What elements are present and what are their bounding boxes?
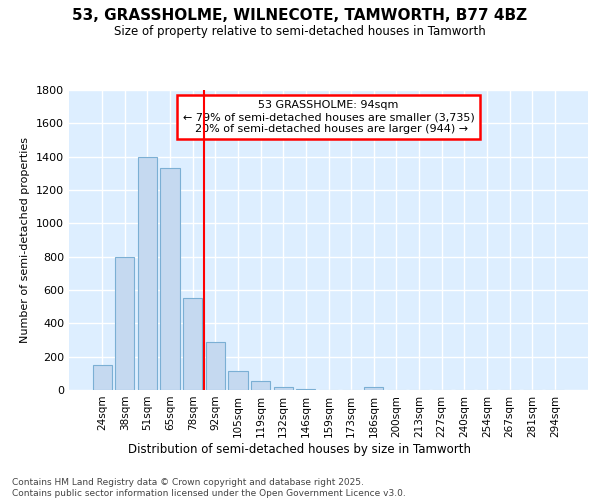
Y-axis label: Number of semi-detached properties: Number of semi-detached properties xyxy=(20,137,31,343)
Text: Size of property relative to semi-detached houses in Tamworth: Size of property relative to semi-detach… xyxy=(114,25,486,38)
Bar xyxy=(138,156,157,390)
Bar xyxy=(274,386,293,390)
Text: 53, GRASSHOLME, WILNECOTE, TAMWORTH, B77 4BZ: 53, GRASSHOLME, WILNECOTE, TAMWORTH, B77… xyxy=(73,8,527,22)
Text: Distribution of semi-detached houses by size in Tamworth: Distribution of semi-detached houses by … xyxy=(128,442,472,456)
Bar xyxy=(206,342,225,390)
Bar xyxy=(296,389,316,390)
Bar xyxy=(364,386,383,390)
Bar xyxy=(92,365,112,390)
Bar xyxy=(251,381,270,390)
Bar xyxy=(115,256,134,390)
Bar xyxy=(160,168,180,390)
Bar xyxy=(229,371,248,390)
Text: Contains HM Land Registry data © Crown copyright and database right 2025.
Contai: Contains HM Land Registry data © Crown c… xyxy=(12,478,406,498)
Text: 53 GRASSHOLME: 94sqm
← 79% of semi-detached houses are smaller (3,735)
  20% of : 53 GRASSHOLME: 94sqm ← 79% of semi-detac… xyxy=(182,100,475,134)
Bar xyxy=(183,298,202,390)
